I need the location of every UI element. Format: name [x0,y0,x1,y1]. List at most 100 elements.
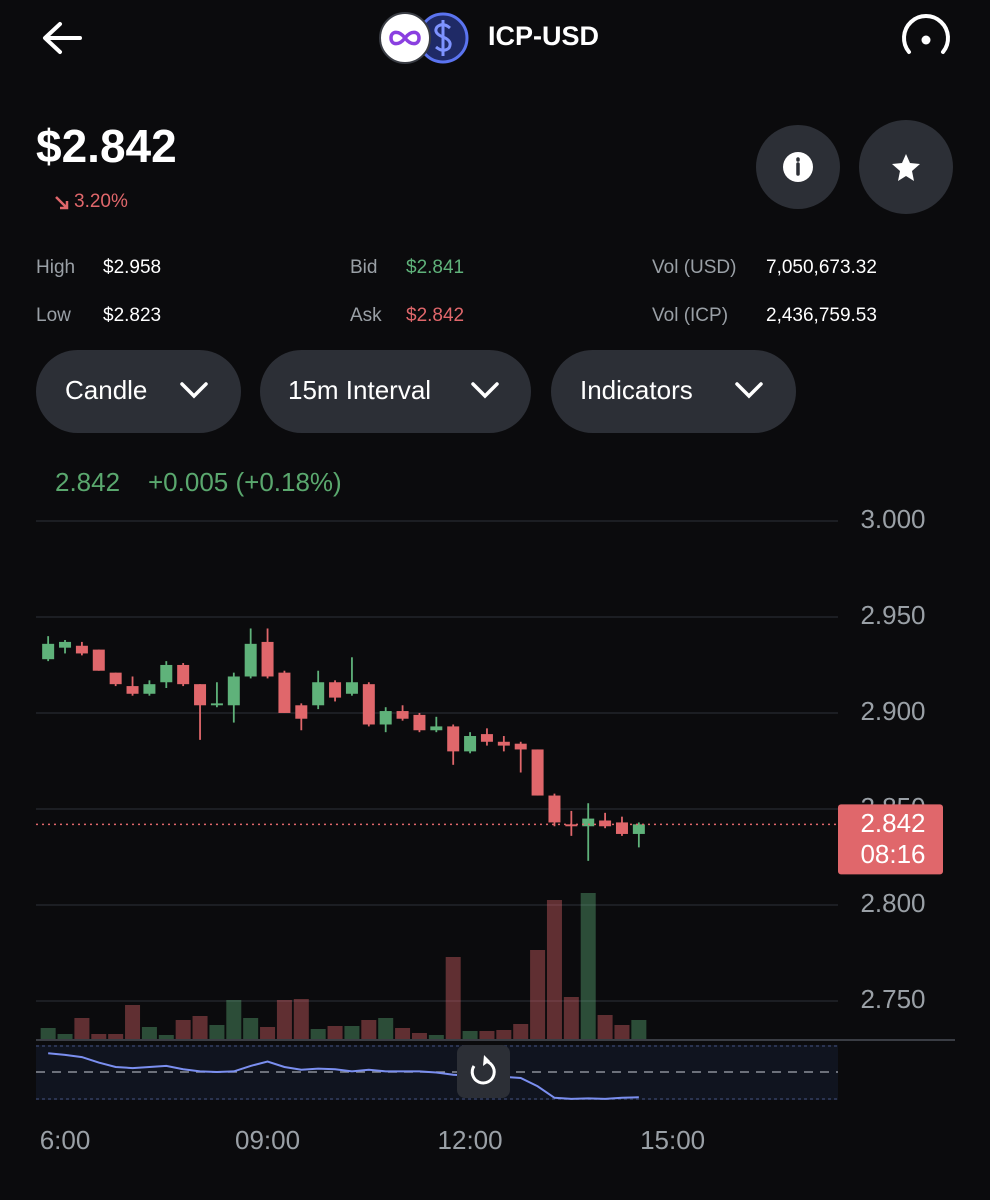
stat-label: High [36,257,75,278]
volume-bar [57,1034,73,1040]
volume-bar [597,1015,613,1040]
volume-bar [192,1016,208,1040]
candle-body [295,705,308,719]
candle-body [632,824,645,834]
candle-body [278,672,291,713]
y-tick-label: 2.900 [860,696,925,726]
candle-body [75,645,88,654]
reset-button[interactable] [457,1045,510,1098]
last-price-label: 2.842 [860,808,925,838]
menu-ring [902,14,950,54]
volume-bar [175,1020,191,1040]
volume-bar [276,1000,292,1040]
volume-bar [40,1028,56,1040]
button-bg [551,350,796,433]
volume-bar [260,1027,276,1040]
candle-body [42,643,55,660]
favorite-button[interactable] [859,120,953,214]
icp-icon [389,30,421,46]
price: $2.842 [36,120,177,172]
volume-bar [411,1033,427,1040]
candle-body [92,649,105,671]
interval-button[interactable]: 15m Interval [260,350,531,433]
candle-body [464,736,477,752]
volume-bar [462,1031,478,1040]
reset-bg [457,1045,510,1098]
candle-body [244,643,257,677]
stat-value: 7,050,673.32 [766,257,877,278]
back-button[interactable] [43,22,82,54]
x-tick-label: 12:00 [438,1125,503,1155]
stat-value: $2.841 [406,257,464,278]
menu-button[interactable] [902,14,950,54]
info-button[interactable] [756,125,840,209]
stat-value: $2.823 [103,305,161,326]
candle-body [480,734,493,742]
volume-bar [580,893,596,1040]
stat-value: $2.958 [103,257,161,278]
volume-bar [158,1035,174,1040]
legend-change: +0.005 (+0.18%) [148,467,342,497]
candle-body [379,711,392,725]
volume-bar [513,1024,529,1040]
countdown-label: 08:16 [860,839,925,869]
y-tick-label: 2.800 [860,888,925,918]
stat-label: Low [36,305,71,326]
volume-bar [209,1025,225,1040]
chart: 3.0002.9502.9002.8502.8002.7506:0009:001… [36,504,926,1155]
candle-body [59,641,72,648]
down-arrow [55,196,69,210]
stat-value: 2,436,759.53 [766,305,877,326]
stat-label: Vol (ICP) [652,305,728,326]
legend-price: 2.842 [55,467,120,497]
candle-body [329,682,342,698]
reset-icon [470,1059,496,1085]
candle-body [109,672,122,685]
candle-body [514,743,527,750]
star-icon [892,154,920,181]
chevron [180,382,208,399]
y-tick-label: 2.950 [860,600,925,630]
reset-arrow [483,1055,490,1066]
indicator-line [48,1052,639,1100]
x-tick-label: 15:00 [640,1125,705,1155]
price-change: 3.20% [74,191,128,212]
volume-bar [546,900,562,1040]
volume-bar [361,1020,377,1040]
candle-body [599,820,612,827]
volume-bar [141,1027,157,1040]
chart-type-button[interactable]: Candle [36,350,241,433]
volume-bar [310,1029,326,1040]
volume-bar [125,1005,141,1040]
pair-title: ICP-USD [488,21,599,51]
candle-body [261,641,274,677]
candle-body [143,684,156,694]
volume-bar [428,1035,444,1040]
volume-bar [344,1026,360,1040]
menu-dot [921,35,931,45]
candle-body [582,818,595,827]
candle-body [615,822,628,834]
y-tick-label: 2.750 [860,984,925,1014]
button-bg [36,350,241,433]
stat-label: Ask [350,305,382,326]
candle-body [312,682,325,706]
candle-body [227,676,240,706]
volume-bar [226,1000,242,1040]
candle-body [177,664,190,685]
volume-bar [631,1020,647,1040]
candle-body [531,749,544,796]
candle-body [362,684,375,725]
volume-bar [496,1030,512,1040]
candle-body [210,703,223,706]
volume-bar [293,999,309,1040]
volume-bar [108,1034,124,1040]
volume-bar [378,1018,394,1040]
candle-body [126,686,139,694]
stat-label: Bid [350,257,377,278]
indicators-button[interactable]: Indicators [551,350,796,433]
usd-icon [434,20,452,56]
volume-bar [74,1018,90,1040]
button-label: Indicators [580,375,693,405]
